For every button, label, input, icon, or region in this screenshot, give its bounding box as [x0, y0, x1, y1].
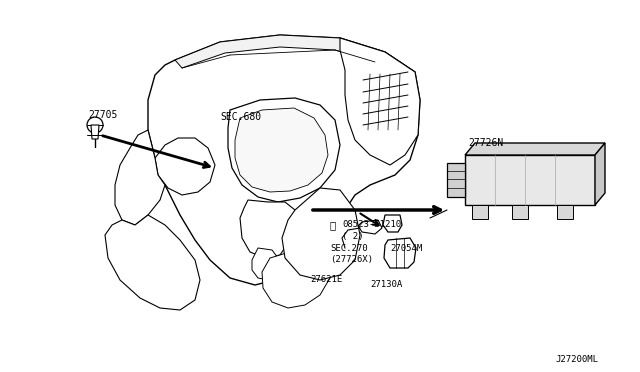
Polygon shape: [235, 108, 328, 192]
Circle shape: [218, 163, 222, 167]
Polygon shape: [358, 220, 382, 234]
Polygon shape: [155, 138, 215, 195]
Text: 27726N: 27726N: [468, 138, 503, 148]
Circle shape: [517, 209, 523, 215]
Polygon shape: [240, 200, 295, 258]
Text: SEC.680: SEC.680: [220, 112, 261, 122]
Polygon shape: [282, 188, 360, 280]
Circle shape: [477, 209, 483, 215]
Polygon shape: [148, 35, 420, 285]
Polygon shape: [340, 38, 420, 165]
Polygon shape: [472, 205, 488, 219]
Text: 27705: 27705: [88, 110, 117, 120]
Polygon shape: [557, 205, 573, 219]
Text: Ⓢ: Ⓢ: [330, 220, 336, 230]
Polygon shape: [91, 125, 99, 139]
Polygon shape: [465, 143, 605, 155]
Polygon shape: [447, 163, 465, 197]
Circle shape: [214, 159, 226, 171]
Text: J27200ML: J27200ML: [555, 355, 598, 364]
Polygon shape: [228, 98, 340, 202]
Text: 08523-51210: 08523-51210: [342, 220, 401, 229]
Polygon shape: [105, 215, 200, 310]
Circle shape: [562, 209, 568, 215]
Text: ( 2): ( 2): [342, 232, 364, 241]
Text: 27130A: 27130A: [370, 280, 403, 289]
Circle shape: [87, 117, 103, 133]
Text: (27726X): (27726X): [330, 255, 373, 264]
Polygon shape: [384, 238, 416, 268]
Polygon shape: [595, 143, 605, 205]
Polygon shape: [383, 215, 402, 232]
Text: 27054M: 27054M: [390, 244, 422, 253]
Polygon shape: [175, 35, 415, 78]
Polygon shape: [252, 248, 278, 280]
Polygon shape: [512, 205, 528, 219]
Text: 27621E: 27621E: [310, 275, 342, 284]
Polygon shape: [262, 250, 330, 308]
Text: SEC.270: SEC.270: [330, 244, 367, 253]
Polygon shape: [115, 130, 165, 225]
Polygon shape: [465, 155, 595, 205]
